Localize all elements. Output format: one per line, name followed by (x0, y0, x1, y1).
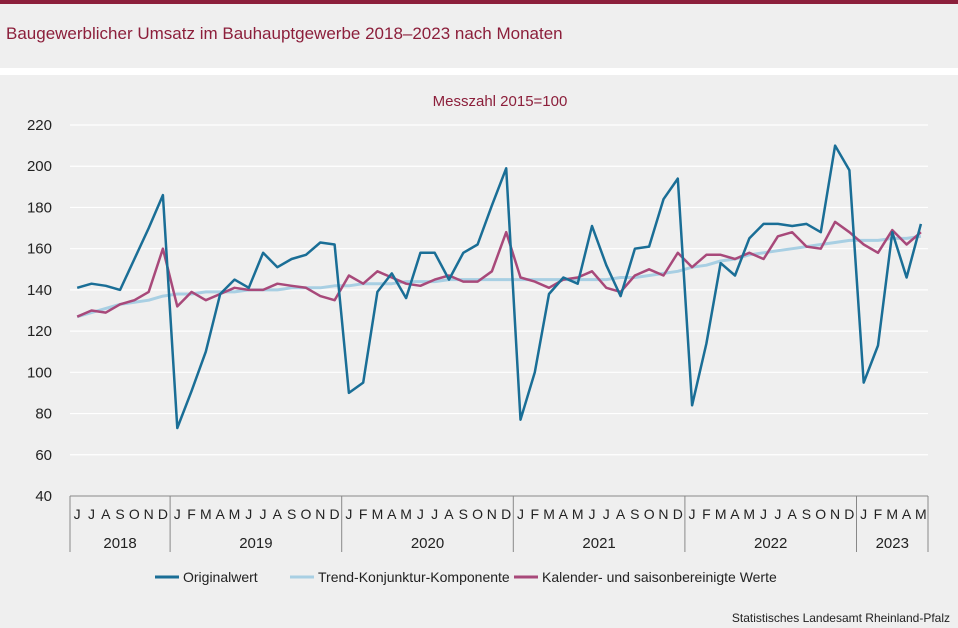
month-label: J (517, 506, 524, 522)
y-tick-label: 100 (27, 364, 52, 381)
month-label: F (187, 506, 196, 522)
series-line-0 (76, 144, 923, 430)
month-label: S (802, 506, 811, 522)
month-label: A (730, 506, 740, 522)
month-label: F (530, 506, 539, 522)
month-label: M (400, 506, 412, 522)
month-label: A (787, 506, 797, 522)
month-label: J (245, 506, 252, 522)
month-label: J (174, 506, 181, 522)
year-label: 2019 (239, 535, 272, 552)
month-label: M (572, 506, 584, 522)
legend: Originalwert Trend-Konjunktur-Komponente K… (155, 569, 777, 585)
y-tick-label: 140 (27, 282, 52, 299)
month-label: S (287, 506, 296, 522)
month-label: D (844, 506, 854, 522)
month-label: J (689, 506, 696, 522)
y-tick-label: 60 (35, 447, 52, 464)
month-label: S (115, 506, 124, 522)
month-label: M (229, 506, 241, 522)
series-lines (76, 144, 923, 430)
month-label: N (658, 506, 668, 522)
month-label: A (273, 506, 283, 522)
month-label: N (315, 506, 325, 522)
month-label: M (372, 506, 384, 522)
month-label: A (101, 506, 111, 522)
month-label: D (158, 506, 168, 522)
month-label: J (260, 506, 267, 522)
month-label: D (673, 506, 683, 522)
month-label: M (200, 506, 212, 522)
month-label: J (774, 506, 781, 522)
month-label: S (459, 506, 468, 522)
y-tick-label: 80 (35, 406, 52, 423)
month-label: J (603, 506, 610, 522)
month-label: F (359, 506, 368, 522)
month-label: A (559, 506, 569, 522)
month-label: M (543, 506, 555, 522)
month-label: J (760, 506, 767, 522)
y-tick-label: 180 (27, 199, 52, 216)
legend-label: Originalwert (183, 569, 258, 585)
month-label: J (860, 506, 867, 522)
month-label: A (444, 506, 454, 522)
series-line-2 (76, 220, 922, 318)
month-label: J (431, 506, 438, 522)
y-tick-label: 160 (27, 241, 52, 258)
month-label: O (301, 506, 312, 522)
year-label: 2021 (582, 535, 615, 552)
month-label: N (487, 506, 497, 522)
chart-title: Baugewerblicher Umsatz im Bauhauptgewerb… (6, 24, 563, 43)
month-label: S (630, 506, 639, 522)
legend-label: Kalender- und saisonbereinigte Werte (542, 569, 777, 585)
year-label: 2020 (411, 535, 444, 552)
y-tick-label: 120 (27, 323, 52, 340)
month-label: O (129, 506, 140, 522)
month-label: F (874, 506, 883, 522)
series-line-1 (76, 234, 922, 319)
month-label: M (886, 506, 898, 522)
chart-subtitle: Messzahl 2015=100 (433, 93, 568, 110)
header-band (0, 4, 958, 68)
month-label: A (387, 506, 397, 522)
top-accent-rule (0, 0, 958, 4)
month-label: J (74, 506, 81, 522)
month-label: J (345, 506, 352, 522)
month-label: D (501, 506, 511, 522)
month-label: J (88, 506, 95, 522)
month-label: A (616, 506, 626, 522)
year-label: 2022 (754, 535, 787, 552)
month-label: A (902, 506, 912, 522)
month-label: M (715, 506, 727, 522)
month-label: O (815, 506, 826, 522)
year-label: 2018 (103, 535, 136, 552)
y-axis: 40 60 80 100 120 140 160 180 200 220 (27, 117, 52, 505)
year-label: 2023 (876, 535, 909, 552)
source-note: Statistisches Landesamt Rheinland-Pfalz (732, 611, 950, 625)
month-label: A (215, 506, 225, 522)
y-tick-label: 220 (27, 117, 52, 134)
gridlines (70, 124, 928, 456)
month-label: N (830, 506, 840, 522)
month-label: M (915, 506, 927, 522)
month-label: O (472, 506, 483, 522)
month-label: O (644, 506, 655, 522)
month-label: J (588, 506, 595, 522)
y-tick-label: 200 (27, 158, 52, 175)
plot-panel (0, 75, 958, 628)
legend-label: Trend-Konjunktur-Komponente (318, 569, 510, 585)
month-label: D (329, 506, 339, 522)
month-label: J (417, 506, 424, 522)
month-label: N (144, 506, 154, 522)
month-label: F (702, 506, 711, 522)
y-tick-label: 40 (35, 488, 52, 505)
month-label: M (743, 506, 755, 522)
